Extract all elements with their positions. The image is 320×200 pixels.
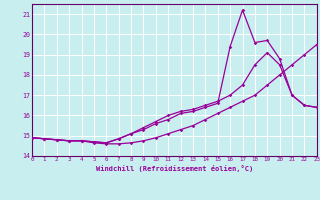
X-axis label: Windchill (Refroidissement éolien,°C): Windchill (Refroidissement éolien,°C): [96, 165, 253, 172]
